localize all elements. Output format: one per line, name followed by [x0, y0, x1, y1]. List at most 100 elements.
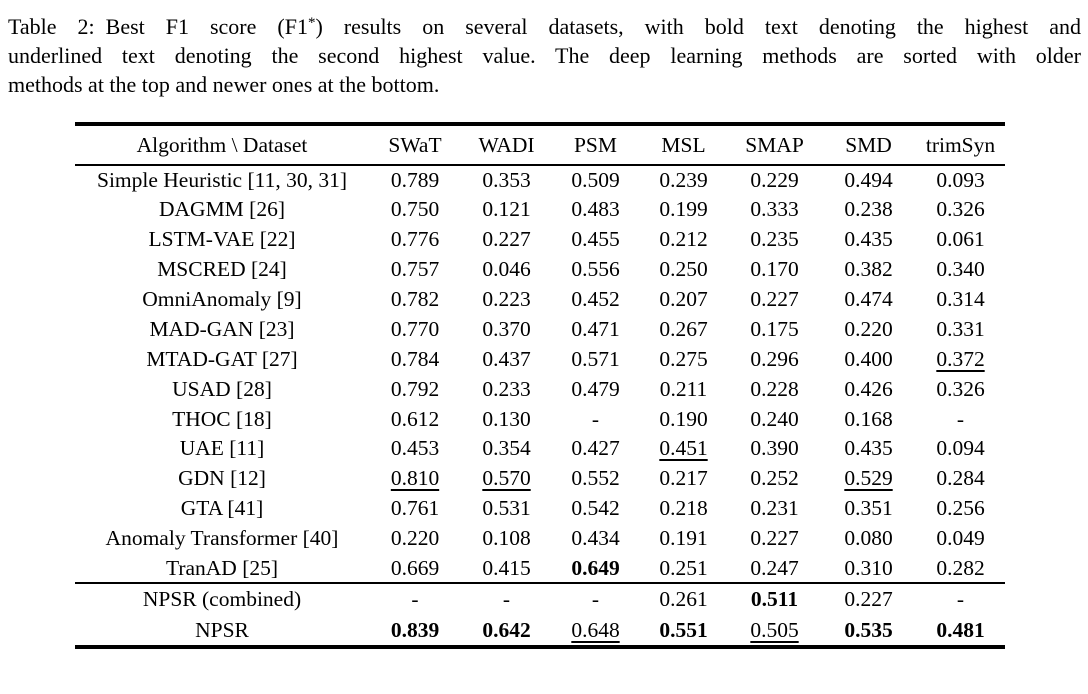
score-value: 0.669 — [390, 555, 440, 580]
header-cell-psm: PSM — [573, 132, 618, 157]
score-value: 0.474 — [844, 287, 893, 311]
score-cell: 0.218 — [639, 494, 728, 524]
algorithm-cell: LSTM-VAE [22] — [148, 227, 296, 252]
score-value: 0.227 — [844, 587, 893, 612]
score-value: 0.612 — [390, 406, 440, 431]
score-value: 0.238 — [844, 197, 893, 222]
score-cell: 0.207 — [639, 285, 728, 315]
score-cell: 0.314 — [916, 285, 1005, 315]
score-value: 0.471 — [571, 316, 620, 341]
score-value: 0.080 — [844, 526, 893, 551]
score-cell: 0.252 — [728, 464, 821, 494]
score-cell: 0.326 — [916, 374, 1005, 404]
score-cell: 0.427 — [552, 434, 639, 464]
score-value: 0.049 — [936, 526, 985, 551]
score-cell: 0.400 — [821, 344, 916, 374]
score-cell: 0.212 — [639, 225, 728, 255]
score-cell: 0.511 — [728, 583, 821, 615]
score-cell: 0.551 — [639, 615, 728, 647]
score-value: 0.296 — [750, 346, 799, 371]
score-value: 0.792 — [390, 376, 440, 401]
score-cell: - — [552, 583, 639, 615]
score-cell: 0.453 — [369, 434, 461, 464]
score-value: 0.130 — [482, 406, 531, 431]
score-value: 0.354 — [482, 436, 531, 461]
caption-line-1-pre: Table 2: Best F1 score (F1 — [8, 14, 308, 39]
score-cell: 0.435 — [821, 225, 916, 255]
score-value: 0.223 — [482, 287, 531, 311]
score-cell: 0.351 — [821, 494, 916, 524]
score-cell: 0.757 — [369, 255, 461, 285]
score-value: 0.382 — [844, 257, 893, 282]
table-row: GTA [41] 0.761 0.531 0.542 0.218 0.231 0.351 0.… — [75, 494, 1005, 524]
score-value: 0.046 — [482, 257, 531, 282]
score-value: 0.239 — [659, 167, 708, 192]
score-cell: 0.296 — [728, 344, 821, 374]
score-value: 0.191 — [659, 526, 708, 551]
score-value: 0.227 — [750, 526, 799, 551]
score-cell: 0.046 — [461, 255, 552, 285]
score-value: 0.233 — [482, 376, 531, 401]
score-value: 0.509 — [571, 167, 620, 192]
algorithm-cell: Anomaly Transformer [40] — [105, 526, 339, 551]
score-value: 0.220 — [844, 316, 893, 341]
score-value-highest: 0.551 — [659, 617, 708, 642]
algorithm-cell: Simple Heuristic [11, 30, 31] — [96, 167, 347, 192]
score-cell: 0.669 — [369, 554, 461, 584]
score-cell: 0.451 — [639, 434, 728, 464]
header-row: Algorithm \ Dataset SWaT WADI PSM MSL SM… — [75, 124, 1005, 165]
score-cell: 0.471 — [552, 314, 639, 344]
score-cell: 0.649 — [552, 554, 639, 584]
score-value: 0.776 — [390, 227, 440, 252]
score-cell: 0.235 — [728, 225, 821, 255]
score-cell: 0.571 — [552, 344, 639, 374]
algorithm-cell: USAD [28] — [172, 376, 272, 401]
caption-line-1: Table 2: Best F1 score (F1*) results on … — [8, 14, 1081, 39]
score-cell: 0.175 — [728, 314, 821, 344]
caption-line-1-post: ) results on several datasets, with bold… — [315, 14, 1081, 39]
score-value: - — [502, 587, 511, 612]
score-cell: 0.479 — [552, 374, 639, 404]
score-cell: 0.770 — [369, 314, 461, 344]
score-cell: 0.552 — [552, 464, 639, 494]
score-value-highest: 0.535 — [844, 617, 893, 642]
score-value: 0.453 — [390, 436, 440, 461]
score-cell: 0.455 — [552, 225, 639, 255]
caption-line-2: underlined text denoting the second high… — [8, 43, 1081, 68]
score-value: 0.228 — [750, 376, 799, 401]
score-cell: 0.211 — [639, 374, 728, 404]
score-cell: 0.190 — [639, 404, 728, 434]
score-value: 0.435 — [844, 227, 893, 252]
table-row: MAD-GAN [23] 0.770 0.370 0.471 0.267 0.175 0.2… — [75, 314, 1005, 344]
score-value: 0.351 — [844, 496, 893, 521]
score-value: 0.251 — [659, 555, 708, 580]
score-value: 0.227 — [482, 227, 531, 252]
caption-line-3: methods at the top and newer ones at the… — [8, 72, 440, 97]
table-row: OmniAnomaly [9] 0.782 0.223 0.452 0.207 0.227… — [75, 285, 1005, 315]
score-value: 0.199 — [659, 197, 708, 222]
score-value-highest: 0.642 — [482, 617, 531, 642]
score-value: 0.267 — [659, 316, 708, 341]
score-value: 0.250 — [659, 257, 708, 282]
score-value-second-highest: 0.570 — [482, 466, 531, 491]
score-cell: 0.648 — [552, 615, 639, 647]
score-cell: 0.168 — [821, 404, 916, 434]
score-cell: 0.229 — [728, 165, 821, 195]
score-value-second-highest: 0.529 — [844, 466, 893, 491]
score-cell: 0.353 — [461, 165, 552, 195]
score-value: 0.217 — [659, 466, 708, 491]
score-cell: 0.251 — [639, 554, 728, 584]
score-cell: 0.284 — [916, 464, 1005, 494]
score-cell: 0.217 — [639, 464, 728, 494]
score-cell: 0.839 — [369, 615, 461, 647]
header-cell-msl: MSL — [661, 132, 706, 157]
score-cell: 0.170 — [728, 255, 821, 285]
score-value: 0.556 — [571, 257, 620, 282]
score-cell: 0.326 — [916, 195, 1005, 225]
score-value-second-highest: 0.451 — [659, 436, 708, 461]
algorithm-cell: NPSR (combined) — [142, 587, 302, 612]
score-value: 0.121 — [482, 197, 531, 222]
score-cell: 0.792 — [369, 374, 461, 404]
score-value: 0.247 — [750, 555, 799, 580]
score-value: 0.427 — [571, 436, 620, 461]
